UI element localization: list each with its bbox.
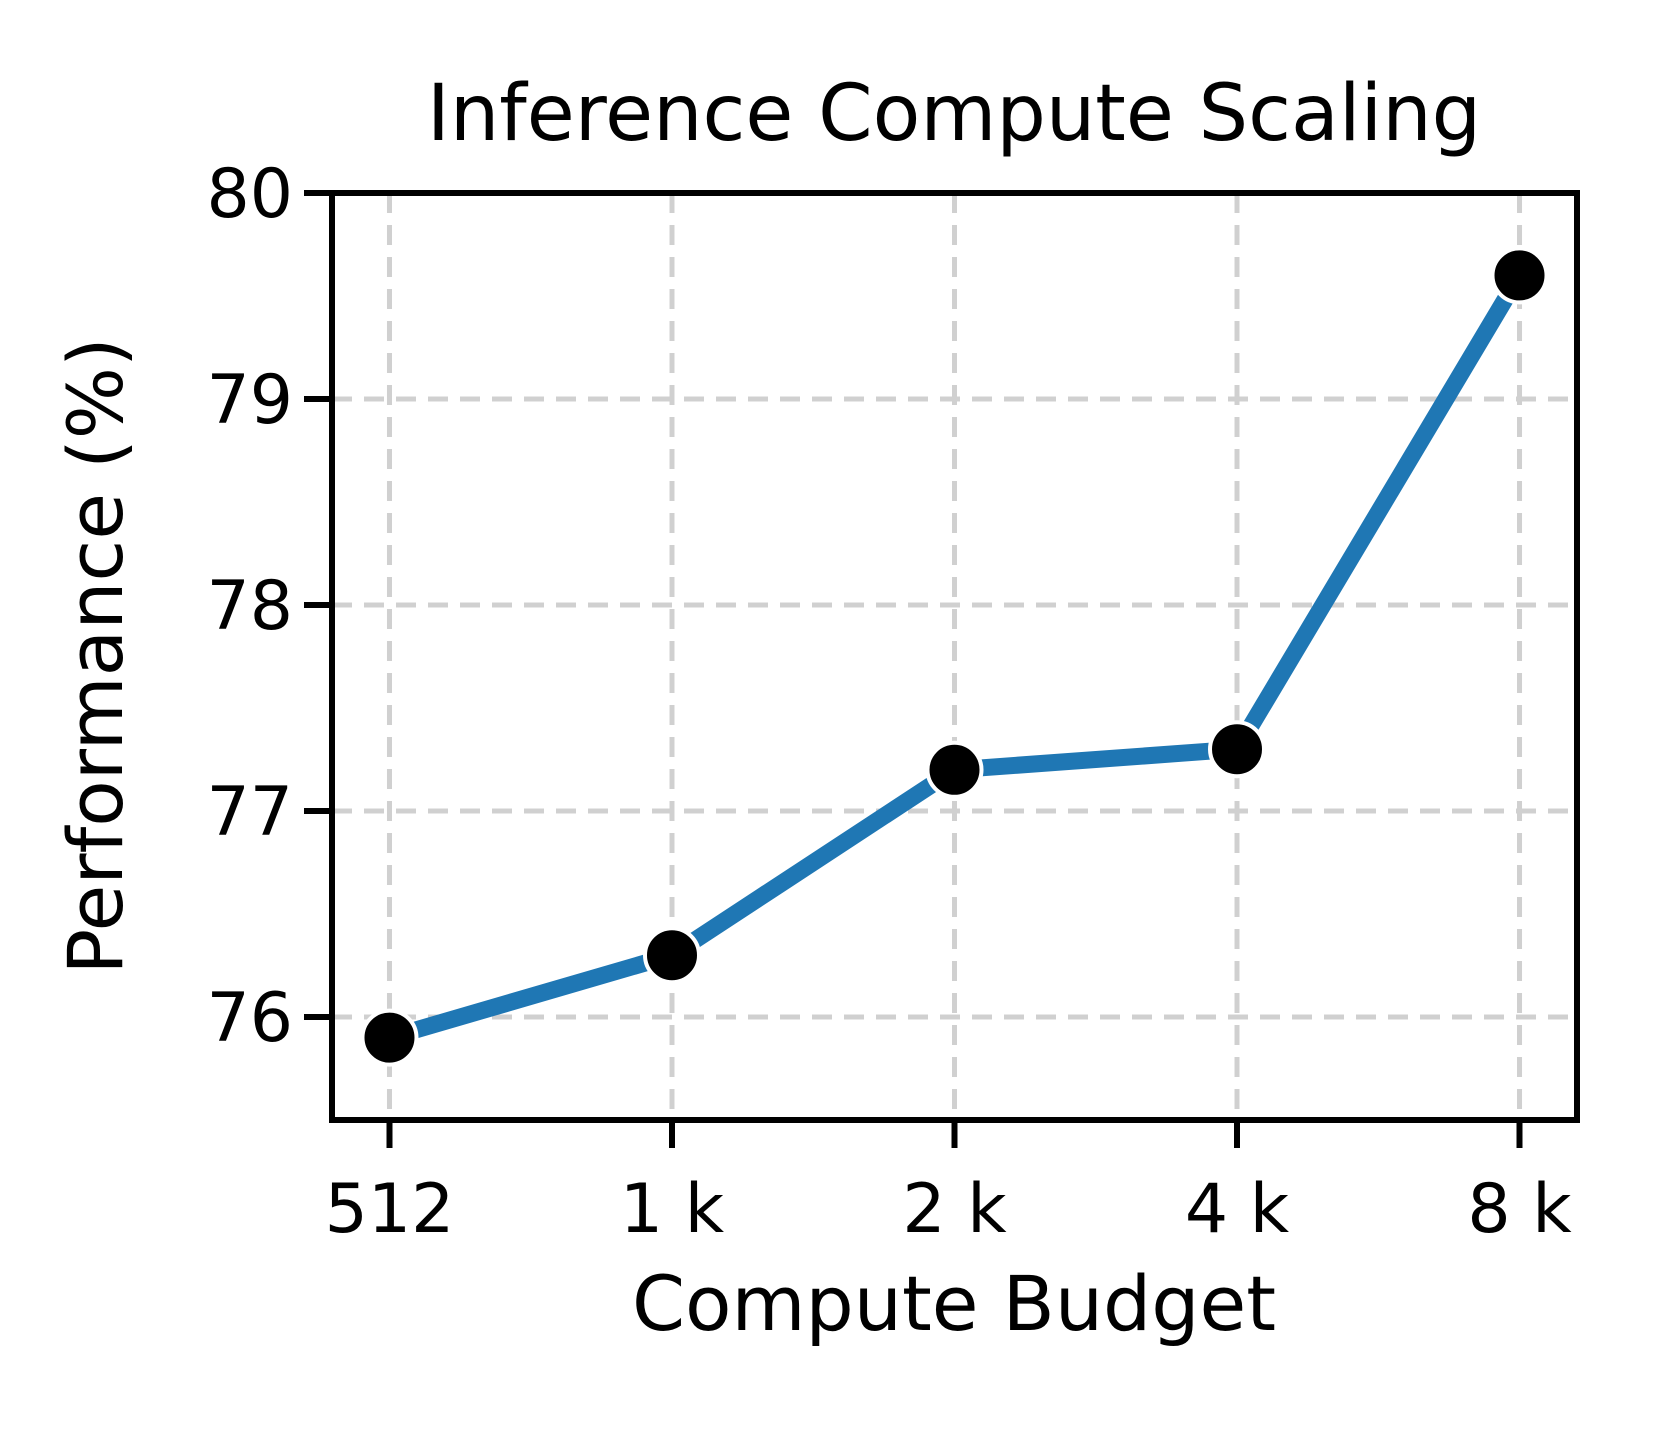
y-tick-label: 76 bbox=[206, 979, 293, 1058]
y-tick-label: 79 bbox=[206, 361, 293, 440]
x-tick-label: 8 k bbox=[1467, 1170, 1572, 1249]
plot-border bbox=[329, 190, 1580, 1123]
x-tick-label: 4 k bbox=[1185, 1170, 1290, 1249]
y-axis-label: Performance (%) bbox=[51, 337, 140, 974]
x-tick-label: 512 bbox=[325, 1170, 455, 1249]
data-markers bbox=[360, 246, 1549, 1067]
data-point-marker bbox=[642, 926, 701, 985]
x-tick-label: 1 k bbox=[620, 1170, 725, 1249]
data-point-marker bbox=[925, 740, 984, 799]
data-point-marker bbox=[360, 1008, 419, 1067]
chart-title: Inference Compute Scaling bbox=[427, 69, 1481, 159]
axis-ticks bbox=[304, 190, 1523, 1148]
data-point-marker bbox=[1208, 720, 1267, 779]
y-tick-label: 77 bbox=[206, 773, 293, 852]
x-tick-label: 2 k bbox=[902, 1170, 1007, 1249]
data-point-marker bbox=[1490, 246, 1549, 305]
gridlines bbox=[332, 190, 1577, 1120]
x-axis-label: Compute Budget bbox=[632, 1259, 1276, 1348]
y-tick-label: 78 bbox=[206, 567, 293, 646]
y-tick-label: 80 bbox=[206, 155, 293, 234]
tick-labels: 512 1 k 2 k 4 k 8 k 76 77 78 79 80 bbox=[206, 155, 1572, 1249]
